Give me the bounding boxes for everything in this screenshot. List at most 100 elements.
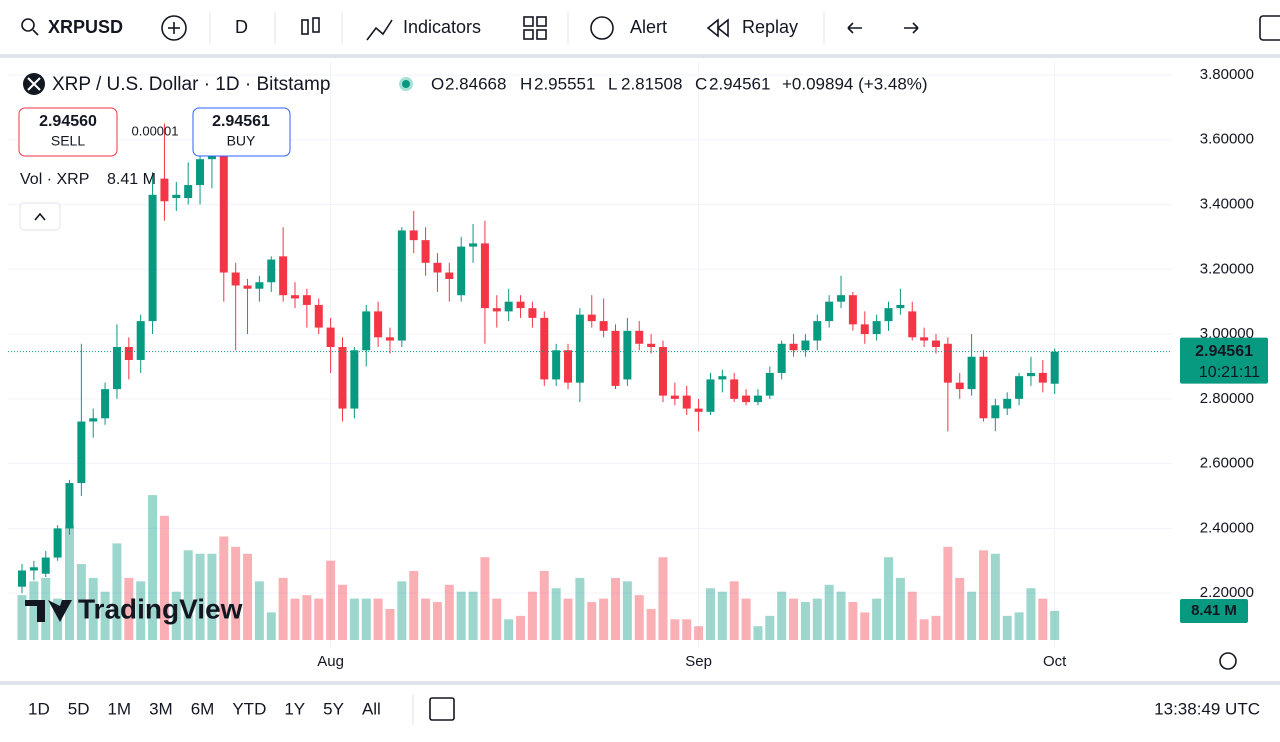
volume-bar [990,553,1000,640]
volume-bar [468,591,478,640]
volume-bar [717,591,727,640]
volume-bar [148,495,158,640]
range-button[interactable]: All [362,699,381,718]
volume-bar [895,577,905,640]
candle-body [979,356,988,419]
range-button[interactable]: 1D [28,699,50,718]
candle-body [706,379,715,412]
volume-bar [254,581,264,640]
symbol[interactable]: XRPUSD [48,17,123,37]
volume-bar [397,581,407,640]
candle-body [101,389,110,419]
candle-body [279,256,288,296]
volume-bar [753,626,763,640]
volume-bar [207,553,217,640]
indicators-button[interactable]: Indicators [403,17,481,37]
candle-body [587,314,596,322]
candle-body [611,330,620,386]
volume-bar [88,577,98,640]
volume-bar [171,591,181,640]
candle-body [753,395,762,403]
replay-button[interactable]: Replay [742,17,798,37]
interval[interactable]: D [235,17,248,37]
volume-bar [812,598,822,640]
alert-button[interactable]: Alert [630,17,667,37]
low-letter: L [608,74,617,93]
candle-body [575,314,584,383]
volume-bar [337,584,347,640]
volume-bar [978,550,988,640]
candle-body [65,483,74,529]
volume-bar [409,571,419,640]
candle-body [825,301,834,322]
volume-bar [955,577,965,640]
volume-bar [860,612,870,640]
volume-bar [290,598,300,640]
candle-body [374,311,383,338]
x-tick-label: Oct [1043,653,1067,670]
y-tick-label: 2.40000 [1200,519,1254,536]
candle-body [623,330,632,380]
watermark: TradingView [78,593,243,624]
candle-body [219,152,228,273]
candle-body [41,557,50,574]
candle-body [528,308,537,318]
volume-bar [456,591,466,640]
volume-bar [219,536,229,640]
toolbar: XRPUSD D Indicators Alert Replay [21,12,1280,44]
candle-body [1015,376,1024,399]
candle-body [504,301,513,312]
candle-body [516,301,525,309]
y-tick-label: 3.80000 [1200,66,1254,83]
range-button[interactable]: 1Y [284,699,305,718]
candle-body [291,295,300,299]
y-tick-label: 2.80000 [1200,390,1254,407]
candle-body [564,350,573,383]
range-button[interactable]: 6M [191,699,215,718]
volume-bar [729,581,739,640]
volume-bar [646,608,656,640]
volume-bar [1002,615,1012,640]
last-price-tag [1180,337,1268,384]
volume-bar [634,595,644,640]
candle-body [469,243,478,247]
range-button[interactable]: 5Y [323,699,344,718]
last-price-label: 2.94561 [1195,343,1253,360]
candle-body [196,159,205,186]
spread: 0.00001 [132,123,179,138]
volume-bar [124,577,134,640]
low-value: 2.81508 [621,74,682,93]
range-button[interactable]: 3M [149,699,173,718]
range-button[interactable]: 1M [107,699,131,718]
range-button[interactable]: YTD [232,699,266,718]
volume-bar [599,598,609,640]
candle-body [53,528,62,558]
candle-body [136,321,145,360]
candle-body [872,321,881,335]
candle-body [991,405,1000,419]
volume-bar [326,560,336,640]
sell-button[interactable] [18,107,118,157]
volume-bar [266,612,276,640]
y-tick-label: 2.20000 [1200,584,1254,601]
candle-body [326,327,335,348]
volume-bar [789,598,799,640]
candle-body [148,194,157,322]
candle-body [18,570,26,587]
volume-axis-label: 8.41 M [1191,602,1237,619]
candle-body [112,347,121,390]
buy-button[interactable] [192,107,291,157]
volume-bar [575,577,585,640]
volume-bar [159,515,169,640]
candle-body [908,311,917,338]
collapse-button[interactable] [19,202,61,231]
candle-body [777,343,786,373]
volume-tag [1180,598,1248,623]
volume-bar [741,598,751,640]
volume-bar [361,598,371,640]
candle-body [647,343,656,348]
candle-body [480,243,489,309]
range-button[interactable]: 5D [68,699,90,718]
volume-bar [421,598,431,640]
candle-body [231,272,240,286]
